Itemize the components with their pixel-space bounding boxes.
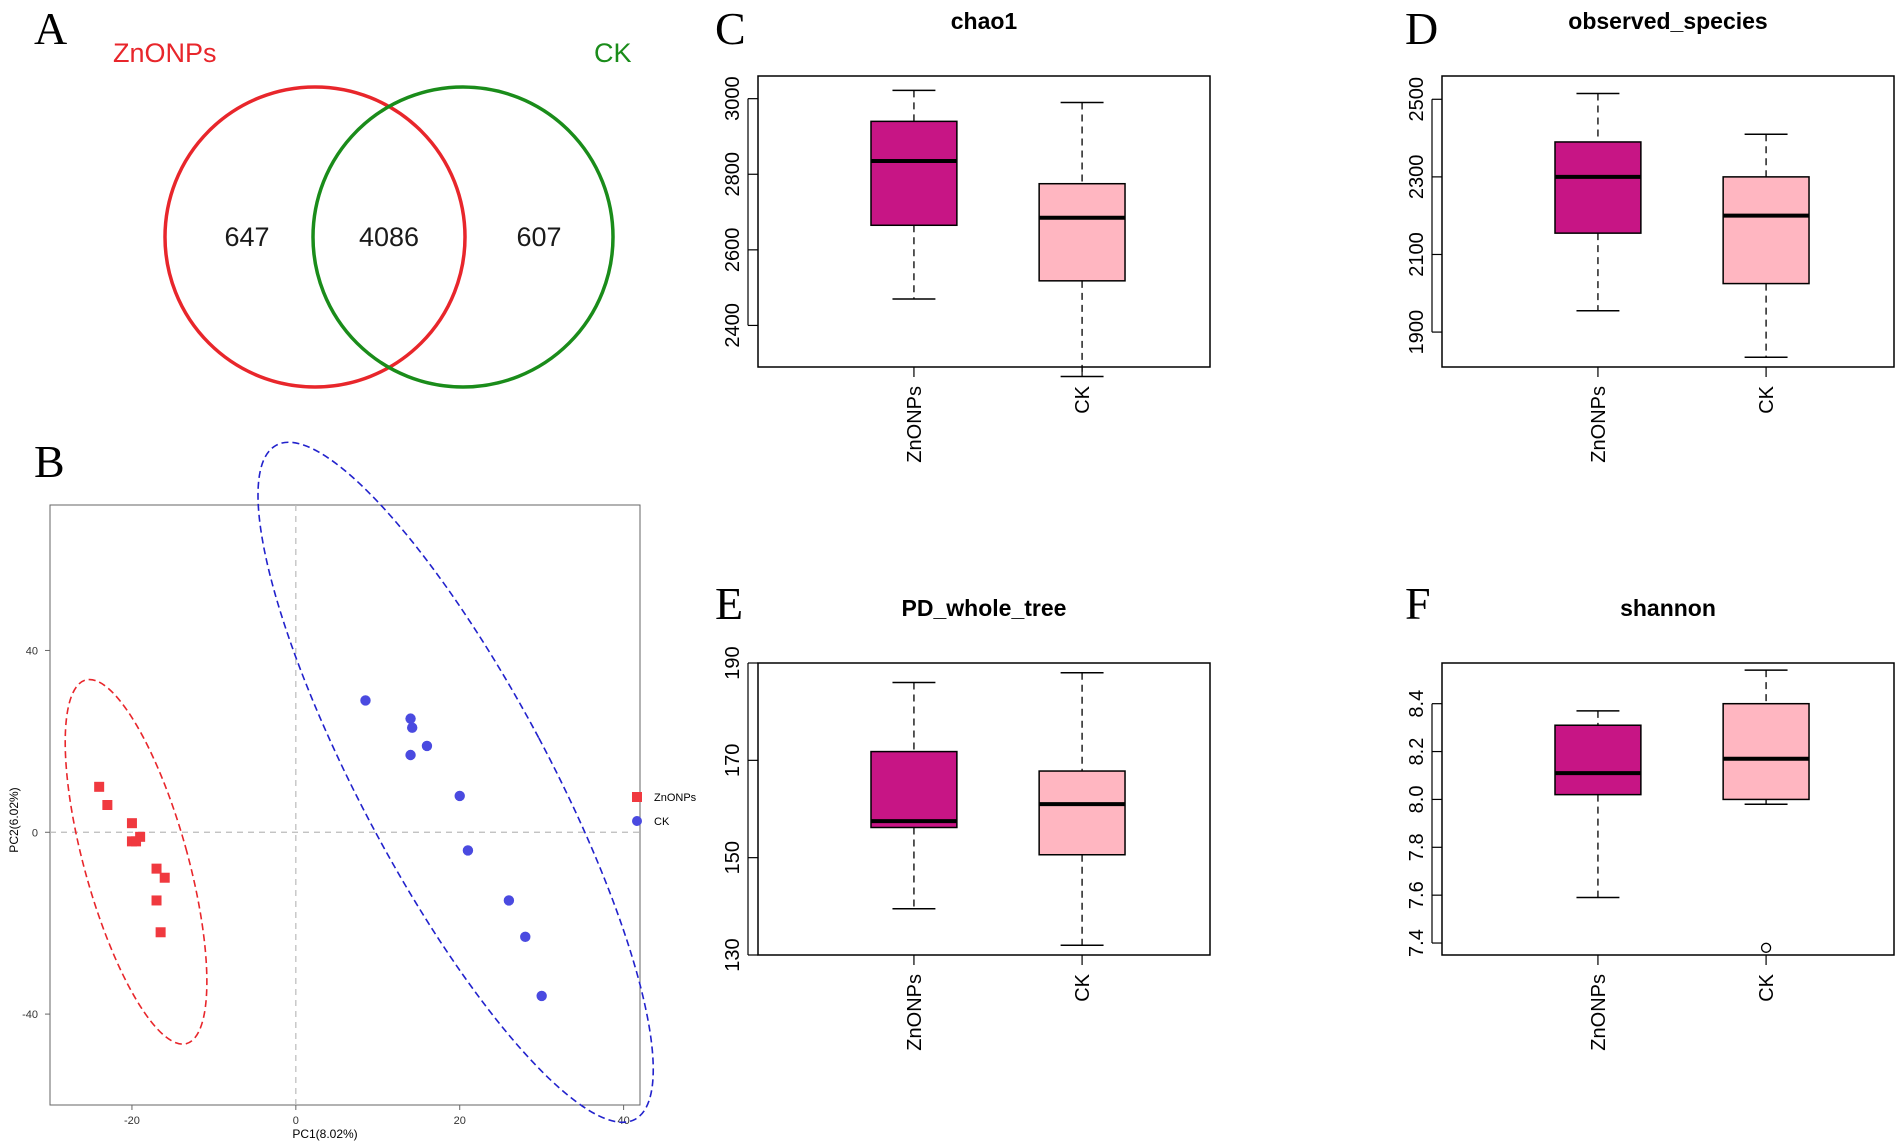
boxplot-y-tick-label: 7.8 (1406, 833, 1428, 861)
boxplot-title: shannon (1620, 595, 1716, 621)
panel-letter-f: F (1405, 578, 1431, 629)
venn-diagram: ZnONPs CK 647 4086 607 (113, 38, 632, 389)
boxplot-y-tick-label: 8.2 (1406, 738, 1428, 766)
pca-point-ck (360, 695, 371, 706)
pca-y-tick-label: -40 (22, 1009, 38, 1021)
boxplot-x-tick-label: ZnONPs (1588, 386, 1610, 463)
pca-ellipse-ck (257, 441, 655, 1124)
venn-circle-znonps (163, 85, 467, 389)
venn-label-ck: CK (594, 38, 632, 68)
boxplot-y-tick-label: 130 (722, 938, 744, 971)
panel-letter-d: D (1405, 3, 1438, 54)
boxplot-box-ck (1038, 182, 1126, 282)
panel-letter-c: C (715, 3, 746, 54)
venn-count-ck-only: 607 (516, 222, 561, 252)
boxplot-observed-species: observed_species 1900 2100 2300 2500 ZnONPs CK (1406, 8, 1895, 463)
pca-point-ck (454, 790, 465, 802)
panel-letter-e: E (715, 578, 743, 629)
boxplot-frame (757, 662, 1211, 956)
boxplot-x-tick-label: CK (1756, 385, 1778, 413)
pca-point-znonps (126, 818, 137, 829)
pca-point-znonps (151, 863, 162, 874)
boxplot-shannon: shannon 7.4 7.6 7.8 8.0 8.2 8.4 ZnONPs CK (1406, 595, 1895, 1051)
boxplot-frame (1441, 662, 1895, 956)
pca-point-ck (520, 931, 531, 943)
boxplot-x-tick-label: ZnONPs (904, 974, 926, 1051)
boxplot-y-tick-label: 2600 (722, 228, 744, 273)
boxplot-y-tick-label: 150 (722, 841, 744, 874)
boxplot-y-tick-label: 2500 (1406, 77, 1428, 122)
boxplot-box-ck (1722, 702, 1810, 801)
panel-letter-a: A (34, 3, 67, 54)
pca-frame (49, 504, 641, 1106)
boxplot-x-tick-label: CK (1756, 973, 1778, 1001)
boxplot-y-tick-label: 2400 (722, 303, 744, 348)
pca-point-znonps (102, 800, 113, 810)
boxplot-y-tick-label: 3000 (722, 76, 744, 121)
boxplot-x-tick-label: CK (1072, 973, 1094, 1001)
boxplot-frame (757, 75, 1211, 368)
boxplot-y-tick-label: 8.0 (1406, 786, 1428, 814)
boxplot-title: chao1 (951, 8, 1018, 34)
pca-legend-swatch-ck (632, 816, 642, 826)
boxplot-x-tick-label: ZnONPs (1588, 974, 1610, 1051)
venn-count-intersection: 4086 (359, 222, 419, 252)
pca-x-tick-label: 20 (454, 1115, 466, 1127)
boxplot-y-tick-label: 2300 (1406, 155, 1428, 200)
pca-point-ck (462, 845, 474, 856)
pca-y-tick-label: 0 (32, 827, 38, 839)
boxplot-x-tick-label: CK (1072, 385, 1094, 413)
boxplot-y-tick-label: 7.6 (1406, 881, 1428, 909)
venn-circle-ck (311, 85, 615, 389)
venn-count-znonps-only: 647 (224, 222, 269, 252)
boxplot-outlier-ck (1760, 942, 1772, 953)
pca-point-znonps (94, 781, 105, 792)
boxplot-y-tick-label: 190 (722, 646, 744, 679)
pca-point-ck (421, 740, 433, 752)
pca-legend-label-znonps: ZnONPs (654, 792, 697, 804)
boxplot-pd-whole-tree: PD_whole_tree 130 150 170 190 ZnONPs CK (722, 595, 1211, 1051)
venn-label-znonps: ZnONPs (113, 38, 217, 68)
pca-x-tick-label: 40 (617, 1115, 629, 1127)
boxplot-y-tick-label: 170 (722, 744, 744, 777)
pca-y-axis-label: PC2(6.02%) (7, 787, 21, 852)
pca-ellipse-znonps (64, 678, 208, 1045)
boxplot-box-ck (1722, 176, 1810, 285)
pca-x-axis-label: PC1(8.02%) (292, 1127, 357, 1141)
boxplot-x-tick-label: ZnONPs (904, 386, 926, 463)
boxplot-y-tick-label: 7.4 (1406, 929, 1428, 957)
boxplot-box-ck (1038, 770, 1126, 856)
boxplot-title: PD_whole_tree (902, 595, 1067, 621)
pca-point-znonps (155, 927, 166, 938)
pca-x-tick-label: -20 (124, 1115, 140, 1127)
pca-point-ck (503, 895, 515, 906)
pca-legend-swatch-znonps (632, 792, 642, 802)
boxplot-box-znonps (870, 750, 958, 829)
boxplot-y-tick-label: 2800 (722, 152, 744, 197)
panel-letter-b: B (34, 436, 65, 487)
pca-legend-label-ck: CK (654, 816, 670, 828)
boxplot-box-znonps (1554, 141, 1642, 234)
pca-y-tick-label: 40 (26, 645, 38, 657)
boxplot-y-tick-label: 2100 (1406, 232, 1428, 276)
pca-point-ck (405, 749, 416, 761)
pca-point-znonps (131, 836, 142, 847)
boxplot-box-znonps (1554, 724, 1642, 796)
pca-x-tick-label: 0 (293, 1115, 299, 1127)
pca-point-ck (405, 713, 416, 724)
pca-plot: -20 0 20 40 -40 0 40 PC1(8.02%) PC2(6.02%) ZnONPs… (7, 441, 697, 1141)
boxplot-y-tick-label: 8.4 (1406, 690, 1428, 718)
boxplot-chao1: chao1 2400 2600 2800 3000 ZnONPs CK (722, 8, 1211, 463)
boxplot-title: observed_species (1568, 8, 1767, 34)
boxplot-y-tick-label: 1900 (1406, 310, 1428, 355)
pca-point-ck (406, 722, 418, 733)
boxplot-frame (1441, 75, 1895, 368)
pca-point-znonps (151, 895, 162, 906)
pca-point-ck (536, 990, 547, 1002)
pca-point-znonps (159, 872, 170, 883)
boxplot-box-znonps (870, 120, 958, 227)
